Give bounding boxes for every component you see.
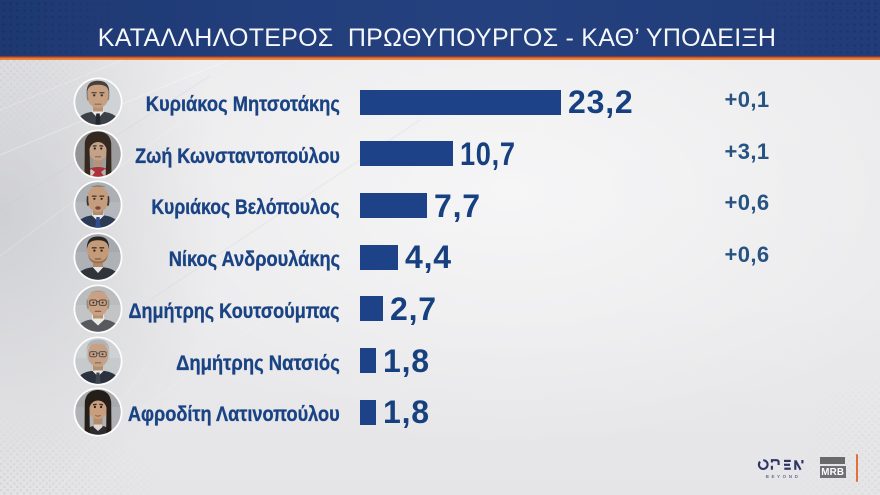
svg-text:BEYOND: BEYOND	[766, 474, 801, 479]
